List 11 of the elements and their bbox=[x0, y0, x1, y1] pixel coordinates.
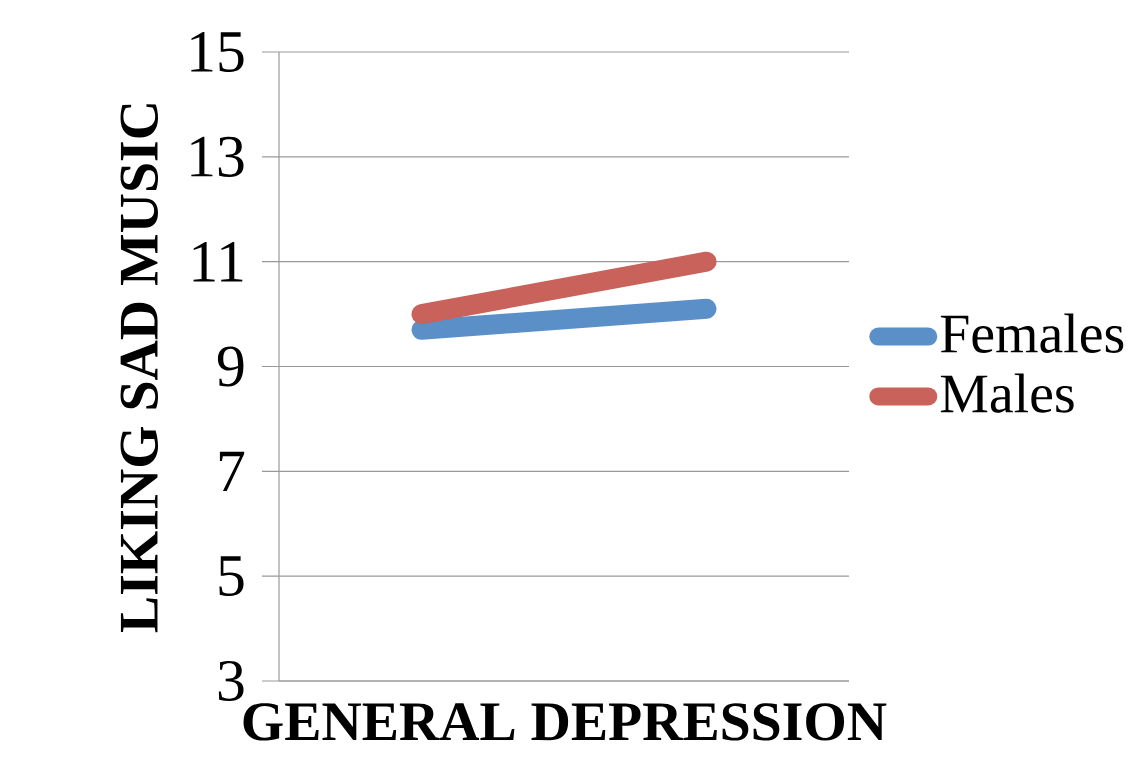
y-tick-label: 13 bbox=[191, 136, 244, 177]
y-axis-title: LIKING SAD MUSIC bbox=[120, 104, 159, 633]
y-tick-label: 3 bbox=[218, 660, 244, 702]
y-tick-label: 15 bbox=[191, 31, 244, 73]
y-tick-label: 9 bbox=[217, 346, 244, 387]
y-tick-label: 5 bbox=[219, 556, 244, 597]
legend-label: Males bbox=[940, 373, 1074, 413]
y-tick-label: 11 bbox=[193, 241, 243, 282]
legend-label: Females bbox=[940, 313, 1124, 353]
y-tick-label: 7 bbox=[219, 451, 245, 491]
x-axis-title: GENERAL DEPRESSION bbox=[243, 703, 887, 741]
